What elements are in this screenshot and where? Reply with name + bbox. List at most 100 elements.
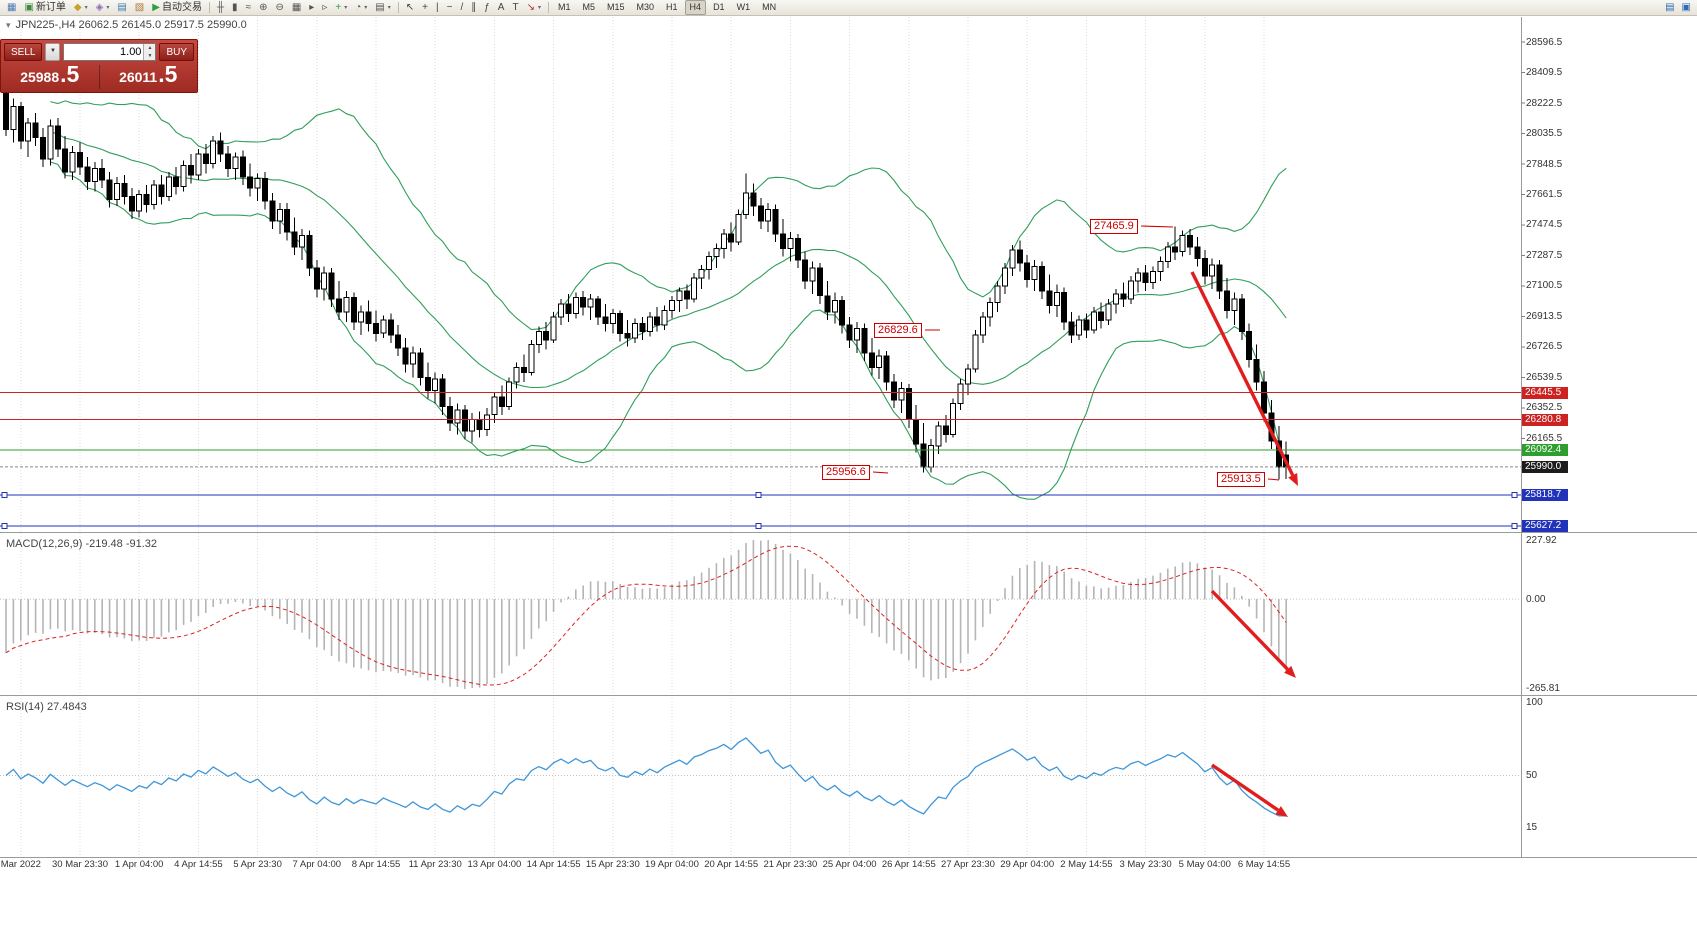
timeframe-m1[interactable]: M1	[557, 2, 571, 12]
popup-prices-icon[interactable]: ▣	[1681, 2, 1691, 13]
trend-arrow[interactable]	[1210, 589, 1289, 671]
autotrade-button[interactable]: ▶ 自动交易	[148, 1, 206, 15]
indicators-icon[interactable]: + ▾	[331, 1, 351, 15]
rsi-label: RSI(14) 27.4843	[6, 701, 87, 713]
price-tick-label: 26913.5	[1526, 310, 1563, 322]
arrows-icon[interactable]: ↘ ▾	[523, 1, 545, 15]
trade-options-caret-icon[interactable]: ▼	[45, 43, 61, 61]
zoom-out-icon-glyph: ⊖	[275, 1, 284, 13]
horizontal-level-lines[interactable]	[0, 392, 1521, 530]
current-price-tag: 25990.0	[1522, 460, 1568, 473]
price-level-tag: 26445.5	[1522, 386, 1568, 399]
price-tick-label: 27848.5	[1526, 158, 1563, 170]
zoom-out-icon[interactable]: ⊖	[271, 1, 287, 15]
buy-button[interactable]: BUY	[159, 43, 194, 61]
timeframe-m5[interactable]: M5	[582, 2, 595, 12]
chart-shift-icon[interactable]: ▹	[318, 1, 331, 15]
annotation-tail	[1140, 225, 1174, 228]
bar-chart-icon[interactable]: ╫	[213, 1, 228, 15]
profiles-icon[interactable]: ◈ ▾	[92, 1, 114, 15]
charts-menu-icon-glyph: ◆	[73, 1, 82, 13]
symbol-tick-icon: ▾	[6, 19, 11, 30]
auto-scroll-icon[interactable]: ▸	[305, 1, 318, 15]
time-axis-label: 13 Apr 04:00	[467, 859, 522, 870]
buy-price[interactable]: 26011 .5	[100, 63, 198, 86]
cursor-icon-glyph: ↖	[405, 1, 415, 13]
price-tick-label: 26726.5	[1526, 341, 1563, 353]
horizontal-line-icon[interactable]: −	[443, 1, 457, 15]
volume-spinner[interactable]: ▲ ▼	[143, 44, 156, 60]
macd-label: MACD(12,26,9) -219.48 -91.32	[6, 538, 158, 550]
charts-menu-icon-caret: ▾	[84, 4, 88, 11]
time-axis-label: Mar 2022	[0, 859, 41, 870]
price-tick-label: 27100.5	[1526, 280, 1563, 292]
time-axis-label: 27 Apr 23:30	[941, 859, 995, 870]
sell-price[interactable]: 25988 .5	[1, 61, 99, 87]
zoom-in-icon[interactable]: ⊕	[255, 1, 271, 15]
label-icon[interactable]: T	[508, 1, 522, 15]
market-watch-icon[interactable]: ▤	[113, 1, 130, 15]
rsi-line	[5, 737, 1287, 817]
timeframe-mn[interactable]: MN	[762, 2, 777, 12]
price-annotation[interactable]: 27465.9	[1090, 219, 1138, 234]
templates-icon[interactable]: ▤ ▾	[371, 1, 394, 15]
trend-arrow[interactable]	[1211, 763, 1280, 812]
timeframe-h4[interactable]: H4	[684, 0, 707, 15]
price-annotation[interactable]: 25913.5	[1217, 472, 1265, 487]
time-axis-label: 7 Apr 04:00	[292, 859, 342, 870]
line-chart-icon[interactable]: ≈	[242, 1, 256, 15]
channel-icon[interactable]: ∥	[467, 1, 480, 15]
periods-icon-glyph: ◔	[355, 1, 362, 13]
price-annotation[interactable]: 25956.6	[822, 465, 870, 480]
crosshair-icon[interactable]: +	[418, 1, 432, 15]
fibonacci-icon[interactable]: ƒ	[480, 1, 494, 15]
market-depth-icon[interactable]: ▤	[1665, 2, 1675, 13]
volume-up-icon[interactable]: ▲	[144, 44, 156, 52]
panel-separators[interactable]	[0, 531, 1697, 859]
crosshair-icon-glyph: +	[422, 1, 428, 13]
new-order-button-label: 新订单	[35, 1, 66, 13]
volume-down-icon[interactable]: ▼	[144, 52, 156, 60]
navigator-icon[interactable]: ▧	[131, 1, 148, 15]
tile-windows-icon[interactable]: ▦	[288, 1, 305, 15]
candlestick-icon[interactable]: ▮	[228, 1, 242, 15]
timeframe-w1[interactable]: W1	[736, 2, 751, 12]
price-tick-label: 27474.5	[1526, 219, 1563, 231]
time-axis-label: 8 Apr 14:55	[351, 859, 401, 870]
timeframe-m15[interactable]: M15	[607, 2, 625, 12]
time-axis-label: 26 Apr 14:55	[881, 859, 936, 870]
sell-price-frac: .5	[60, 61, 80, 87]
volume-input[interactable]	[64, 44, 144, 60]
timeframe-h1[interactable]: H1	[666, 2, 678, 12]
autotrade-button-icon: ▶	[152, 1, 160, 13]
trend-arrow[interactable]	[1190, 271, 1295, 476]
cursor-icon[interactable]: ↖	[402, 1, 418, 15]
trendline-icon[interactable]: /	[456, 1, 467, 15]
time-axis-label: 3 May 23:30	[1119, 859, 1172, 870]
bar-chart-icon-glyph: ╫	[216, 1, 225, 13]
macd-axis-zero: 0.00	[1526, 593, 1546, 605]
new-chart-icon-glyph: ▦	[7, 1, 17, 13]
charts-menu-icon[interactable]: ◆ ▾	[70, 1, 92, 15]
periods-icon[interactable]: ◔ ▾	[351, 1, 371, 15]
vertical-line-icon-glyph: |	[435, 1, 439, 13]
time-axis-label: 2 May 14:55	[1060, 859, 1113, 870]
macd-histogram	[5, 540, 1287, 689]
price-level-tag: 26280.8	[1522, 413, 1568, 426]
auto-scroll-icon-glyph: ▸	[309, 1, 315, 13]
time-axis-label: 20 Apr 14:55	[704, 859, 759, 870]
sell-button[interactable]: SELL	[4, 43, 43, 61]
new-order-button[interactable]: ▣ 新订单	[20, 1, 69, 15]
new-chart-icon[interactable]: ▦	[3, 1, 20, 15]
trend-arrow-head	[1284, 665, 1296, 678]
price-annotation[interactable]: 26829.6	[874, 323, 922, 338]
macd-signal-line	[5, 545, 1287, 686]
timeframe-d1[interactable]: D1	[713, 2, 725, 12]
text-icon-glyph: A	[497, 1, 505, 13]
vertical-line-icon[interactable]: |	[432, 1, 443, 15]
time-axis-label: 14 Apr 14:55	[526, 859, 581, 870]
text-icon[interactable]: A	[494, 1, 509, 15]
price-tick-label: 26539.5	[1526, 371, 1563, 383]
timeframe-m30[interactable]: M30	[636, 2, 655, 12]
